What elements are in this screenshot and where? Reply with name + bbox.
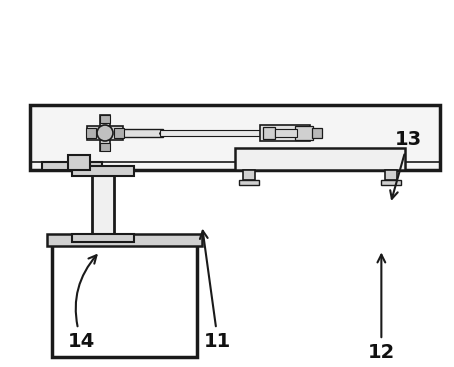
Bar [30, 105, 440, 170]
Bar [100, 115, 110, 151]
Bar [68, 155, 90, 170]
Bar [295, 126, 313, 140]
Text: 11: 11 [200, 231, 232, 351]
Bar [160, 130, 260, 136]
Bar [52, 242, 197, 357]
Bar [42, 162, 102, 170]
Bar [239, 180, 259, 185]
Text: 12: 12 [368, 255, 395, 362]
Bar [114, 128, 124, 138]
Circle shape [97, 125, 113, 141]
Bar [72, 166, 134, 176]
Bar [87, 126, 123, 140]
Bar [275, 129, 297, 137]
Bar [86, 128, 96, 138]
Bar [47, 234, 202, 246]
Text: 14: 14 [68, 255, 97, 351]
Bar [100, 115, 110, 123]
Bar [385, 170, 397, 180]
Bar [235, 148, 405, 170]
Bar [92, 170, 114, 240]
Bar [243, 170, 255, 180]
Bar [260, 125, 310, 141]
Bar [72, 234, 134, 242]
Text: 13: 13 [390, 130, 422, 199]
Bar [263, 127, 275, 139]
Bar [312, 128, 322, 138]
Bar [100, 143, 110, 151]
Bar [123, 129, 163, 137]
Bar [381, 180, 401, 185]
